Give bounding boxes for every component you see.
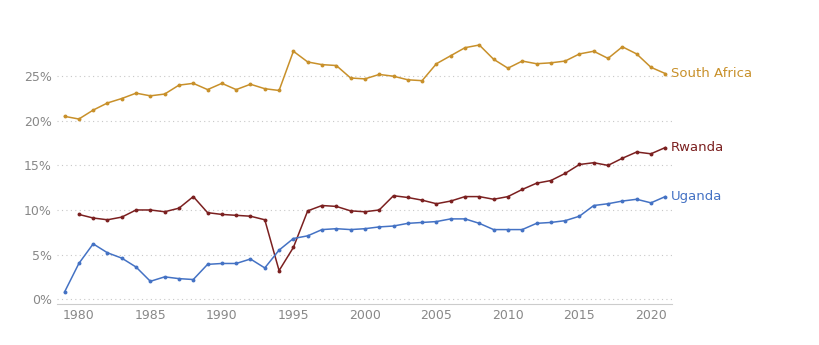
Text: South Africa: South Africa [670, 67, 751, 80]
Text: Rwanda: Rwanda [670, 141, 723, 154]
Text: Uganda: Uganda [670, 190, 722, 203]
